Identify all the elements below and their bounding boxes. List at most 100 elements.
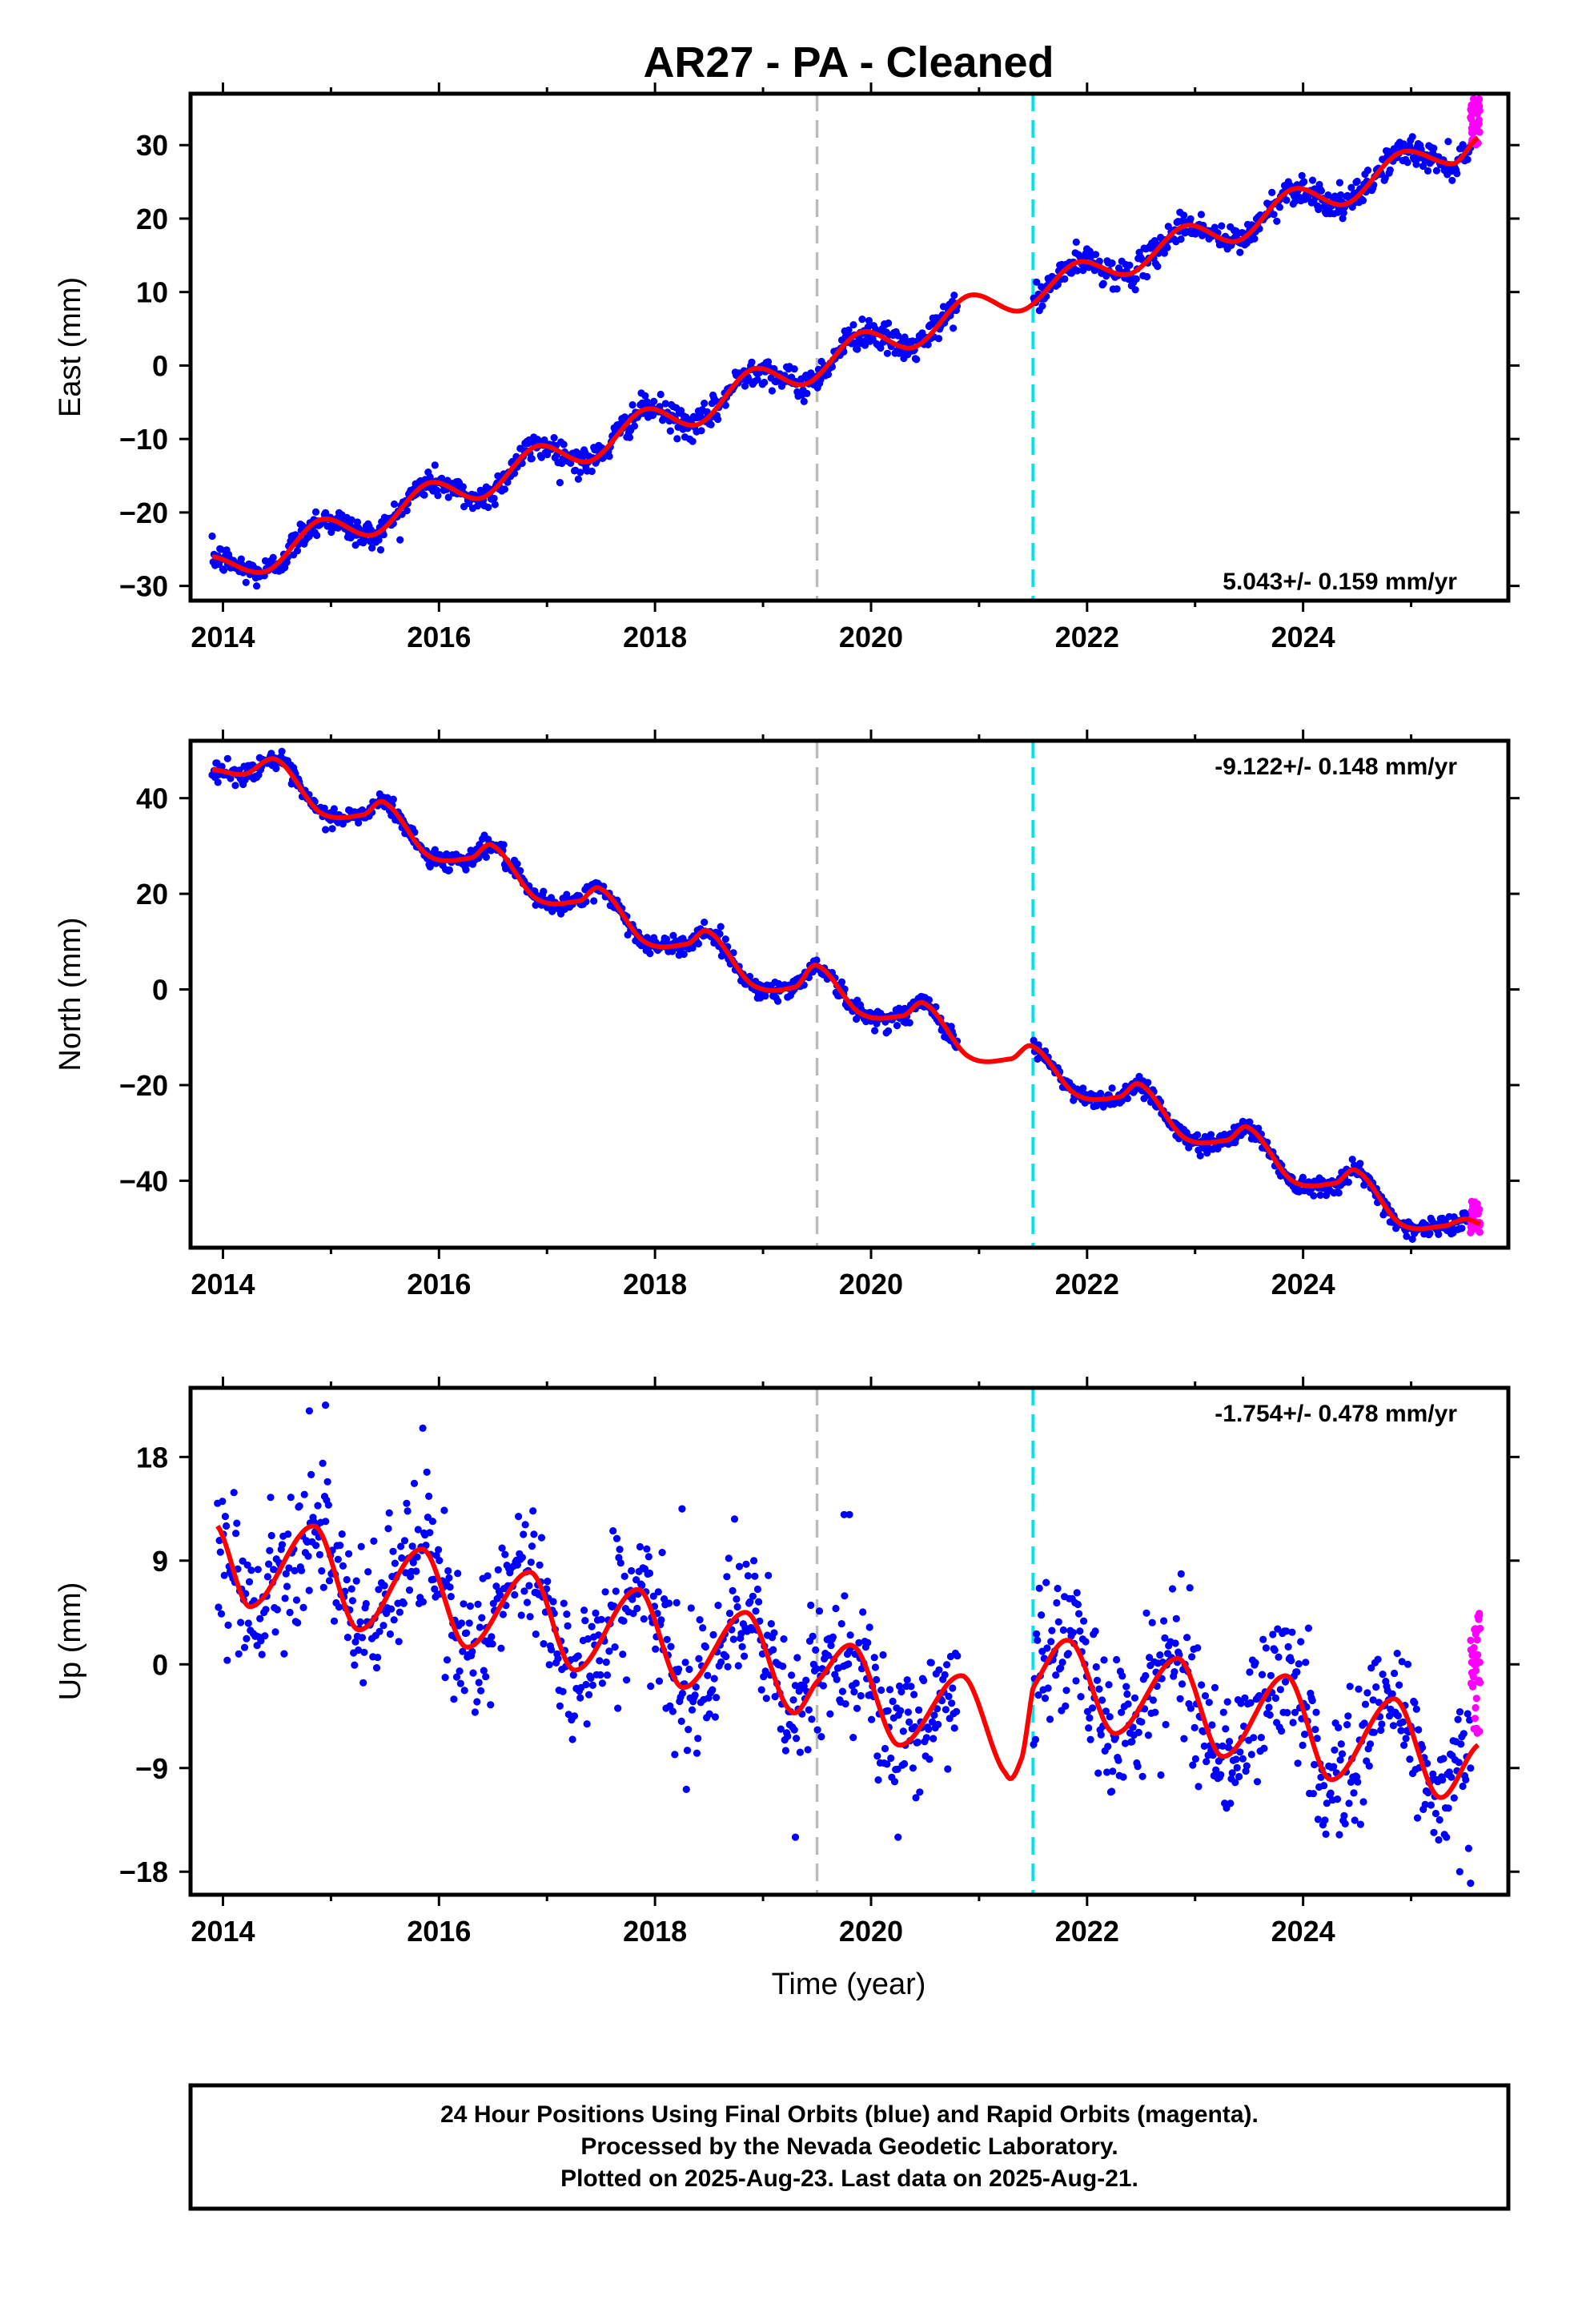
north-axis-label: North (mm) xyxy=(54,917,87,1071)
up-final-point xyxy=(1186,1704,1195,1712)
up-final-point xyxy=(563,1610,571,1618)
up-final-point xyxy=(1462,1775,1470,1783)
up-rapid-point xyxy=(1472,1658,1480,1666)
up-final-point xyxy=(1233,1763,1241,1771)
east-final-point xyxy=(396,536,404,544)
up-final-point xyxy=(1355,1685,1363,1693)
up-final-point xyxy=(224,1621,232,1629)
up-final-point xyxy=(1104,1743,1112,1751)
north-final-point xyxy=(1356,1160,1364,1168)
up-final-point xyxy=(1236,1748,1244,1756)
up-final-point xyxy=(1168,1585,1177,1593)
east-final-point xyxy=(311,508,320,517)
east-final-point xyxy=(1099,279,1107,287)
north-final-point xyxy=(669,947,677,955)
up-panel: 2014 2016 2018 2020 2022 2024 −18 −9 0 9 18 Up (mm… xyxy=(54,1377,1520,1948)
up-final-point xyxy=(345,1550,353,1558)
up-final-point xyxy=(903,1676,911,1684)
east-plot-frame xyxy=(188,91,1511,603)
east-final-point xyxy=(1308,176,1317,184)
east-final-point xyxy=(1363,167,1372,175)
east-final-point xyxy=(939,303,948,311)
up-final-point xyxy=(669,1707,677,1715)
up-final-point xyxy=(1057,1664,1065,1672)
up-final-point xyxy=(318,1567,326,1575)
north-final-point xyxy=(540,887,548,895)
east-ytick-label: −20 xyxy=(119,497,168,529)
up-final-point xyxy=(1077,1693,1085,1701)
east-final-point xyxy=(1315,205,1323,214)
up-final-point xyxy=(1191,1755,1199,1763)
up-final-point xyxy=(364,1568,372,1576)
up-final-point xyxy=(1351,1816,1359,1824)
up-final-point xyxy=(907,1683,915,1691)
up-final-point xyxy=(889,1697,897,1706)
up-final-point xyxy=(944,1765,952,1773)
east-final-point xyxy=(368,544,376,552)
up-final-point xyxy=(324,1501,332,1509)
up-final-point xyxy=(1038,1611,1046,1619)
up-final-point xyxy=(1092,1663,1100,1671)
up-final-point xyxy=(623,1676,631,1684)
up-final-point xyxy=(441,1674,449,1682)
north-final-point xyxy=(761,992,769,1000)
up-model-line xyxy=(215,1523,1480,1800)
up-final-point xyxy=(837,1620,845,1628)
up-final-point xyxy=(517,1611,525,1619)
up-final-point xyxy=(1201,1692,1210,1700)
up-final-point xyxy=(629,1610,637,1618)
east-rate-label: 5.043+/- 0.159 mm/yr xyxy=(1223,569,1457,595)
up-final-point xyxy=(487,1701,495,1709)
up-final-point xyxy=(1247,1699,1255,1707)
up-final-point xyxy=(609,1527,617,1535)
up-final-point xyxy=(482,1673,490,1681)
up-final-point xyxy=(927,1659,935,1667)
up-ytick-label: 0 xyxy=(152,1648,168,1681)
up-final-point xyxy=(1393,1650,1401,1658)
up-final-point xyxy=(1102,1707,1110,1715)
up-final-point xyxy=(564,1622,572,1630)
up-final-point xyxy=(1399,1718,1407,1726)
up-final-point xyxy=(733,1602,741,1611)
up-final-point xyxy=(488,1640,496,1648)
up-final-point xyxy=(723,1573,731,1581)
up-final-point xyxy=(913,1739,921,1747)
east-final-point xyxy=(845,326,853,334)
up-final-point xyxy=(865,1623,873,1631)
up-final-point xyxy=(678,1689,687,1698)
up-final-point xyxy=(1435,1815,1443,1824)
up-final-point xyxy=(701,1642,710,1651)
up-final-point xyxy=(1228,1769,1236,1777)
up-final-point xyxy=(1100,1656,1108,1664)
up-final-point xyxy=(1356,1820,1364,1828)
east-final-point xyxy=(1408,133,1416,141)
up-final-point xyxy=(336,1542,344,1550)
east-final-point xyxy=(858,316,866,324)
up-final-point xyxy=(1186,1584,1194,1592)
up-final-point xyxy=(1157,1771,1165,1779)
up-final-point xyxy=(537,1534,546,1542)
up-final-point xyxy=(1287,1657,1295,1665)
up-final-point xyxy=(305,1586,313,1594)
north-panel: 2014 2016 2018 2020 2022 2024 −40 −20 0 20 40 Nort… xyxy=(54,730,1520,1301)
up-final-point xyxy=(419,1424,427,1432)
up-final-point xyxy=(812,1646,820,1654)
up-final-point xyxy=(1054,1584,1062,1593)
x-axis-label: Time (year) xyxy=(772,1968,926,2001)
up-final-point xyxy=(1250,1734,1258,1742)
up-final-point xyxy=(1391,1669,1399,1678)
east-ytick-label: −30 xyxy=(119,570,168,603)
up-final-point xyxy=(540,1640,548,1648)
up-rapid-point xyxy=(1473,1729,1481,1737)
east-final-point xyxy=(1300,178,1308,186)
up-final-point xyxy=(1289,1719,1297,1727)
up-final-point xyxy=(300,1490,308,1498)
up-final-point xyxy=(501,1550,509,1558)
up-final-point xyxy=(644,1553,652,1561)
up-final-point xyxy=(1429,1770,1437,1778)
up-final-point xyxy=(1345,1799,1353,1807)
up-final-point xyxy=(1346,1683,1354,1691)
up-final-point xyxy=(1232,1755,1240,1763)
up-final-point xyxy=(791,1833,800,1841)
up-final-point xyxy=(548,1646,556,1654)
